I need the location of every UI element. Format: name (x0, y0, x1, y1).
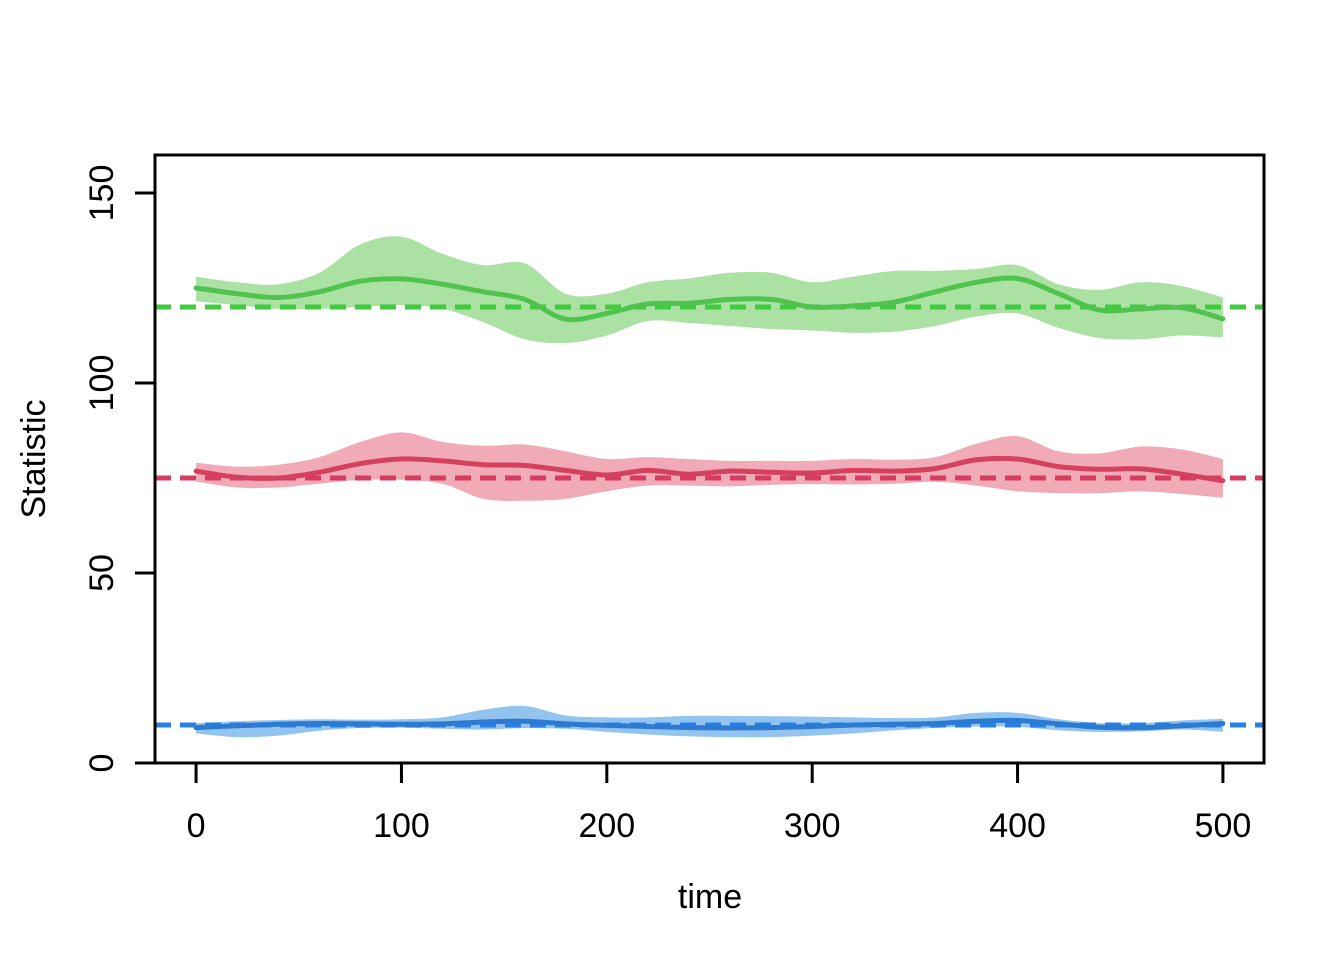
y-tick-label: 100 (83, 355, 121, 412)
x-axis-title: time (678, 878, 742, 916)
upper-series-band (196, 236, 1223, 344)
confidence-bands (196, 236, 1223, 738)
lower-series-mean-line (193, 717, 1226, 731)
middle-series-band (196, 432, 1223, 501)
y-tick-label: 150 (83, 165, 121, 222)
y-axis: 0 50 100 150 (83, 165, 155, 773)
middle-series-mean-line (193, 455, 1226, 484)
x-tick-label: 100 (373, 807, 430, 845)
plot-frame (153, 153, 1266, 765)
x-tick-label: 200 (578, 807, 635, 845)
y-tick-label: 50 (83, 554, 121, 592)
reference-lines (155, 304, 1264, 728)
lower-series-band (196, 705, 1223, 738)
x-tick-label: 300 (784, 807, 841, 845)
y-axis-title: Statistic (15, 399, 53, 518)
x-tick-label: 500 (1195, 807, 1252, 845)
mean-lines (193, 275, 1226, 731)
y-tick-label: 0 (83, 754, 121, 773)
x-tick-label: 0 (187, 807, 206, 845)
plot-border (153, 153, 1266, 765)
upper-series-mean-line (193, 275, 1226, 323)
x-axis: 0 100 200 300 400 500 (187, 763, 1252, 845)
x-tick-label: 400 (989, 807, 1046, 845)
